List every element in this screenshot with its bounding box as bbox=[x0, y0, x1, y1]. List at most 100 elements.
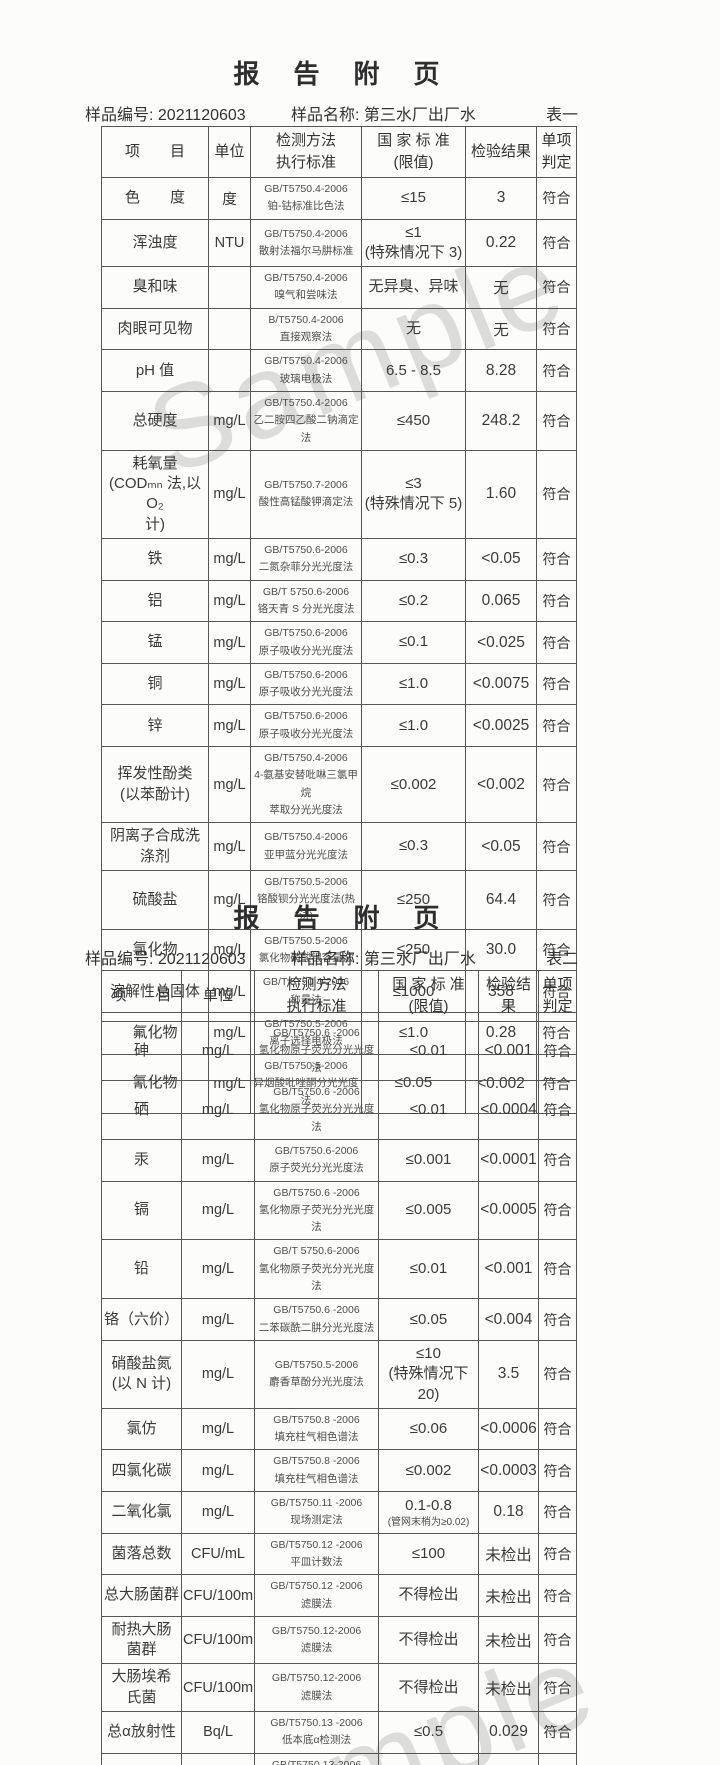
cell-standard: ≤15 bbox=[361, 177, 466, 220]
cell-item: 铅 bbox=[101, 1239, 182, 1300]
table-row: 镉 mg/L GB/T5750.6 -2006 氢化物原子荧光分光光度法 ≤0.005 <… bbox=[101, 1180, 577, 1241]
cell-result: 0.18 bbox=[478, 1491, 539, 1534]
cell-result: 0.249 bbox=[478, 1752, 539, 1765]
col-header-item: 项 目 bbox=[101, 126, 209, 178]
cell-unit: mg/L bbox=[208, 621, 251, 664]
cell-standard: ≤0.001 bbox=[378, 1138, 479, 1182]
table-row: 总大肠菌群 CFU/100mL GB/T5750.12 -2006 滤膜法 不得检出 未检… bbox=[101, 1574, 577, 1617]
cell-method: GB/T5750.4-2006 嗅气和尝味法 bbox=[250, 266, 362, 309]
cell-method: GB/T5750.6 -2006 二苯碳酰二肼分光光度法 bbox=[254, 1298, 379, 1341]
cell-standard: ≤0.1 bbox=[361, 621, 466, 664]
cell-item: 铝 bbox=[101, 579, 209, 623]
table-row: 菌落总数 CFU/mL GB/T5750.12 -2006 平皿计数法 ≤100 未检出符… bbox=[101, 1532, 577, 1576]
cell-method: GB/T5750.5-2006 麝香草酚分光光度法 bbox=[254, 1340, 379, 1409]
cell-standard: ≤0.005 bbox=[378, 1180, 479, 1241]
cell-method: GB/T5750.5-2006 氯化物硝酸银容量法 bbox=[250, 928, 362, 972]
col-header-standard: 国 家 标 准 (限值) bbox=[361, 126, 466, 178]
col-header-judge: 单项 判定 bbox=[536, 126, 577, 178]
cell-unit: Bq/L bbox=[181, 1710, 255, 1754]
cell-standard: ≤0.2 bbox=[361, 579, 466, 623]
cell-standard: ≤250 bbox=[361, 869, 466, 930]
col-header-method: 检测方法 执行标准 bbox=[250, 126, 362, 178]
cell-method: GB/T5750.6-2006 原子吸收分光光度法 bbox=[250, 621, 362, 664]
cell-item: 总β放射性 bbox=[101, 1752, 182, 1765]
cell-unit: mg/L bbox=[181, 1180, 255, 1241]
cell-result: <0.05 bbox=[465, 822, 537, 871]
sample-number: 样品编号: 2021120603 bbox=[85, 107, 246, 124]
cell-result: <0.025 bbox=[465, 621, 537, 664]
water-quality-table-1: 项 目 单位 检测方法 执行标准 国 家 标 准 (限值) 检验结果 单项 判定… bbox=[101, 126, 577, 1114]
cell-standard: ≤1.0 bbox=[361, 704, 466, 748]
cell-item: 总α放射性 bbox=[101, 1710, 182, 1754]
sample-meta: 样品编号: 2021120603 样品名称: 第三水厂出厂水 表一 bbox=[85, 101, 578, 124]
cell-item: 菌落总数 bbox=[101, 1532, 182, 1576]
cell-standard: ≤0.01 bbox=[378, 1079, 479, 1140]
cell-method: GB/T5750.4-2006 亚甲蓝分光光度法 bbox=[250, 822, 362, 871]
cell-method: GB/T5750.12 -2006 滤膜法 bbox=[254, 1574, 379, 1617]
cell-item: 总硬度 bbox=[101, 391, 209, 451]
table-row: 二氧化氯 mg/L GB/T5750.11 -2006 现场测定法 0.1-0.8 (管网… bbox=[101, 1491, 577, 1534]
cell-item: 硝酸盐氮 (以 N 计) bbox=[101, 1340, 182, 1409]
cell-item: 耗氧量 (CODₘₙ 法,以 O₂ 计) bbox=[101, 449, 209, 539]
cell-item: 肉眼可见物 bbox=[101, 307, 209, 351]
cell-result: 64.4 bbox=[465, 869, 537, 930]
cell-method: GB/T5750.6 -2006 氢化物原子荧光分光光度法 bbox=[254, 1021, 379, 1081]
table-tag: 表一 bbox=[545, 107, 578, 124]
cell-standard: ≤0.002 bbox=[361, 746, 466, 824]
cell-judge: 符合 bbox=[538, 1138, 577, 1182]
cell-standard: 不得检出 bbox=[378, 1663, 479, 1712]
cell-unit: CFU/100mL bbox=[181, 1574, 255, 1617]
cell-item: 汞 bbox=[101, 1138, 182, 1182]
cell-result: 1.60 bbox=[465, 449, 537, 539]
cell-method: GB/T5750.6-2006 原子荧光分光光度法 bbox=[254, 1138, 379, 1182]
cell-item: 挥发性酚类 (以苯酚计) bbox=[101, 746, 209, 824]
cell-item: pH 值 bbox=[101, 349, 209, 392]
cell-result: <0.0006 bbox=[478, 1407, 539, 1451]
cell-standard: 6.5 - 8.5 bbox=[361, 349, 466, 392]
table-row: 阴离子合成洗涤剂 mg/L GB/T5750.4-2006 亚甲蓝分光光度法 ≤0.3 <… bbox=[101, 822, 577, 871]
cell-result: <0.0075 bbox=[465, 662, 537, 706]
cell-method: GB/T5750.8 -2006 填充柱气相色谱法 bbox=[254, 1407, 379, 1451]
cell-method: GB/T5750.6-2006 二氮杂菲分光光度法 bbox=[250, 537, 362, 581]
cell-unit: mg/L bbox=[208, 746, 251, 824]
cell-item: 浑浊度 bbox=[101, 218, 209, 268]
table-row: 铅 mg/L GB/T 5750.6-2006 氢化物原子荧光分光光度法 ≤0.01 <0… bbox=[101, 1239, 577, 1300]
table-row: 总β放射性Bq/LGB/T5750.13-2006低本底β检测法≤10.249符… bbox=[101, 1752, 577, 1765]
cell-judge: 符合 bbox=[536, 869, 577, 930]
cell-unit: mg/L bbox=[181, 1298, 255, 1341]
cell-unit: mg/L bbox=[208, 704, 251, 748]
cell-unit: 度 bbox=[208, 177, 251, 220]
col-header-result: 检验结果 bbox=[478, 970, 539, 1022]
cell-item: 砷 bbox=[101, 1021, 182, 1081]
cell-judge: 符合 bbox=[538, 1180, 577, 1241]
cell-item: 臭和味 bbox=[101, 266, 209, 309]
cell-unit: mg/L bbox=[181, 1021, 255, 1081]
cell-standard: ≤0.06 bbox=[378, 1407, 479, 1451]
page-title: 报 告 附 页 bbox=[233, 59, 444, 89]
cell-unit: CFU/100mL bbox=[181, 1663, 255, 1712]
cell-standard: ≤10 (特殊情况下 20) bbox=[378, 1340, 479, 1409]
cell-result: 8.28 bbox=[465, 349, 537, 392]
table-row: 耗氧量 (CODₘₙ 法,以 O₂ 计) mg/L GB/T5750.7-2006 酸性高… bbox=[101, 449, 577, 539]
cell-standard: 0.1-0.8 (管网末梢为≥0.02) bbox=[378, 1491, 479, 1534]
cell-standard: 不得检出 bbox=[378, 1574, 479, 1617]
cell-unit: mg/L bbox=[181, 1449, 255, 1492]
cell-judge: 符合 bbox=[536, 621, 577, 664]
cell-unit: CFU/mL bbox=[181, 1532, 255, 1576]
cell-result: <0.0004 bbox=[478, 1079, 539, 1140]
cell-standard: 无异臭、异味 bbox=[361, 266, 466, 309]
cell-standard: ≤0.5 bbox=[378, 1710, 479, 1754]
cell-unit: mg/L bbox=[208, 537, 251, 581]
cell-unit: mg/L bbox=[208, 869, 251, 930]
cell-item: 大肠埃希 氏菌 bbox=[101, 1663, 182, 1712]
cell-standard: 不得检出 bbox=[378, 1615, 479, 1665]
cell-judge: 符合 bbox=[538, 1752, 577, 1765]
cell-item: 耐热大肠 菌群 bbox=[101, 1615, 182, 1665]
cell-item: 氯仿 bbox=[101, 1407, 182, 1451]
cell-judge: 符合 bbox=[538, 1298, 577, 1341]
cell-judge: 符合 bbox=[538, 1491, 577, 1534]
cell-standard: ≤0.002 bbox=[378, 1449, 479, 1492]
cell-standard: ≤1 (特殊情况下 3) bbox=[361, 218, 466, 268]
cell-result: <0.002 bbox=[465, 746, 537, 824]
cell-method: GB/T 5750.6-2006 氢化物原子荧光分光光度法 bbox=[254, 1239, 379, 1300]
